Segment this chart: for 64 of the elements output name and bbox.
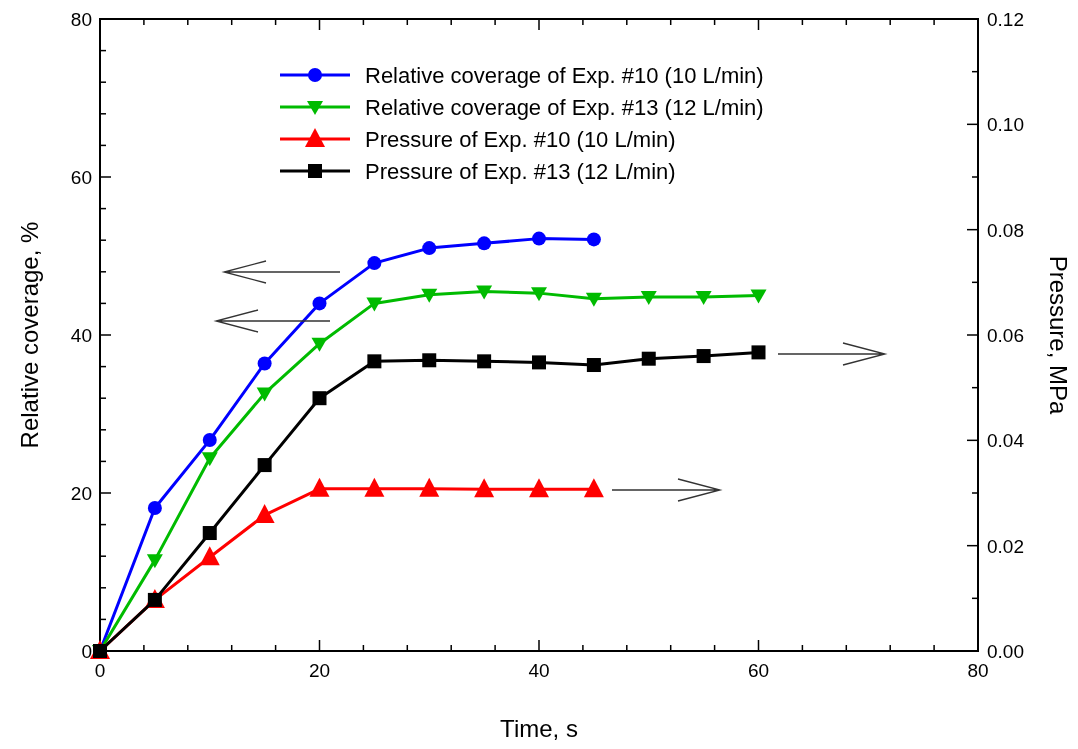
point <box>532 231 546 246</box>
y2-tick-label: 0.00 <box>987 641 1024 662</box>
point <box>586 232 601 247</box>
legend-label: Relative coverage of Exp. #13 (12 L/min) <box>365 95 764 120</box>
legend-label: Relative coverage of Exp. #10 (10 L/min) <box>365 63 764 88</box>
point <box>421 288 438 303</box>
y2-tick-label: 0.04 <box>987 430 1025 452</box>
point <box>366 297 383 312</box>
point <box>312 296 327 311</box>
y-tick-label: 20 <box>70 483 92 504</box>
y2-tick-label: 0.06 <box>987 325 1024 346</box>
point <box>477 236 492 251</box>
point <box>529 478 549 498</box>
point <box>257 356 272 371</box>
y-tick-label: 80 <box>70 9 92 30</box>
x-tick-label: 40 <box>528 660 550 681</box>
point <box>422 241 437 256</box>
point <box>422 353 437 368</box>
point <box>146 554 163 569</box>
y2-tick-label: 0.02 <box>987 535 1024 557</box>
point <box>640 291 657 306</box>
point <box>199 546 220 566</box>
x-axis-title: Time, s <box>500 715 578 742</box>
point <box>419 477 440 497</box>
point <box>583 478 604 498</box>
x-tick-label: 80 <box>967 660 989 681</box>
point <box>367 354 382 369</box>
point <box>586 358 601 373</box>
point <box>202 526 217 541</box>
point <box>477 354 492 369</box>
point <box>312 391 327 406</box>
y2-tick-label: 0.10 <box>987 114 1024 136</box>
y-tick-label: 60 <box>70 167 92 188</box>
point <box>532 355 546 370</box>
y-axis-title: Relative coverage, % <box>16 221 43 449</box>
point <box>531 287 547 302</box>
y2-tick-label: 0.12 <box>987 9 1024 30</box>
point <box>367 256 382 271</box>
point <box>750 289 767 304</box>
point <box>696 349 711 364</box>
point <box>641 351 656 366</box>
y-tick-label: 0 <box>81 641 92 662</box>
x-tick-label: 60 <box>747 660 770 681</box>
legend-label: Pressure of Exp. #13 (12 L/min) <box>365 159 676 184</box>
x-tick-label: 20 <box>308 660 331 681</box>
point <box>311 337 328 352</box>
point <box>476 285 493 300</box>
point <box>257 458 272 473</box>
point <box>474 478 495 498</box>
point <box>364 477 385 497</box>
point <box>201 452 218 467</box>
point <box>585 292 602 307</box>
point <box>256 387 273 402</box>
point <box>147 501 162 516</box>
point <box>254 504 275 524</box>
point <box>751 345 766 360</box>
legend-label: Pressure of Exp. #10 (10 L/min) <box>365 127 676 152</box>
y2-tick-label: 0.08 <box>987 219 1024 241</box>
y2-axis-title: Pressure, MPa <box>1045 255 1072 416</box>
point <box>695 291 712 306</box>
x-tick-label: 0 <box>94 660 106 681</box>
point <box>202 433 217 448</box>
point <box>309 477 330 497</box>
y-tick-label: 40 <box>70 325 92 346</box>
